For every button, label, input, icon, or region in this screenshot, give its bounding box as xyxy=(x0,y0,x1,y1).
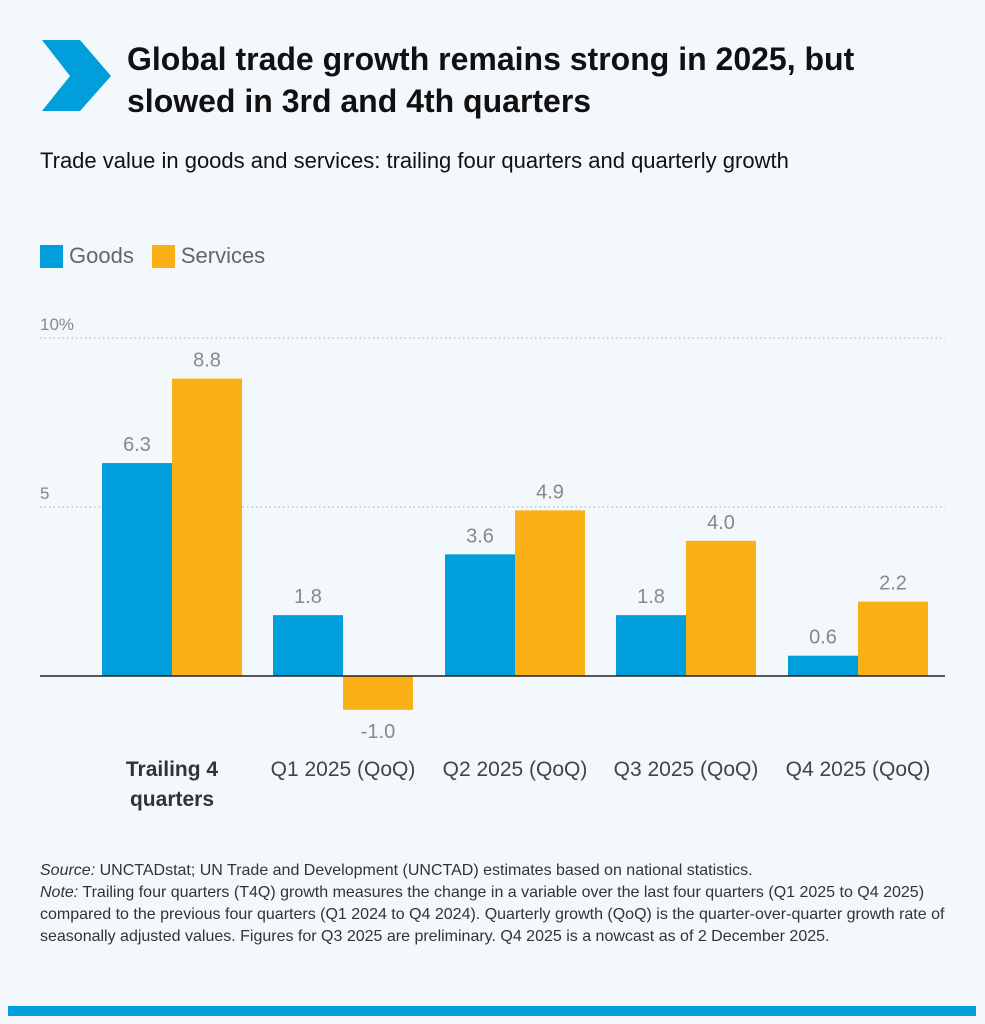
data-label: 1.8 xyxy=(637,586,665,608)
bar-goods xyxy=(788,655,858,676)
data-label: -1.0 xyxy=(361,721,395,743)
source-note: Source: UNCTADstat; UN Trade and Develop… xyxy=(40,860,950,882)
data-label: 0.6 xyxy=(809,627,837,649)
chevron-logo-icon xyxy=(42,40,111,111)
bar-chart: 5 10% 6.3 1.8 3.6 1.8 0.6 8.8 -1.0 4.9 4.0 2.2 Trail… xyxy=(40,315,945,811)
legend: Goods Services xyxy=(40,243,265,269)
note-text: Trailing four quarters (T4Q) growth meas… xyxy=(40,884,945,945)
x-tick-label: Q2 2025 (QoQ) xyxy=(443,758,588,781)
bar-goods xyxy=(273,615,343,676)
legend-swatch-goods xyxy=(40,244,63,268)
data-label: 4.0 xyxy=(707,512,735,534)
data-label: 4.9 xyxy=(536,481,564,503)
note: Note: Trailing four quarters (T4Q) growt… xyxy=(40,882,950,948)
note-label: Note: xyxy=(40,884,79,901)
source-text: UNCTADstat; UN Trade and Development (UN… xyxy=(95,862,753,879)
y-tick-label: 10% xyxy=(40,315,74,334)
x-tick-label: Q3 2025 (QoQ) xyxy=(614,758,759,781)
bar-services xyxy=(858,601,928,676)
bar-services xyxy=(172,378,242,676)
legend-item-goods: Goods xyxy=(40,243,134,269)
legend-swatch-services xyxy=(151,244,175,268)
data-label: 3.6 xyxy=(466,525,494,547)
data-label: 6.3 xyxy=(123,434,151,456)
data-label: 8.8 xyxy=(193,350,221,372)
chart-subtitle: Trade value in goods and services: trail… xyxy=(40,148,789,173)
data-label: 2.2 xyxy=(879,573,907,595)
x-tick-label: Q1 2025 (QoQ) xyxy=(271,758,416,781)
bottom-accent-bar xyxy=(8,1006,976,1016)
bar-services xyxy=(515,510,585,676)
chart-title: Global trade growth remains strong in 20… xyxy=(127,41,855,119)
legend-label: Goods xyxy=(69,243,134,268)
chart-notes: Source: UNCTADstat; UN Trade and Develop… xyxy=(40,860,950,948)
bar-goods xyxy=(445,554,515,676)
bar-services xyxy=(686,540,756,676)
bar-goods xyxy=(616,615,686,676)
legend-item-services: Services xyxy=(151,243,266,269)
bar-goods xyxy=(102,463,172,676)
x-tick-label: Trailing 4 quarters xyxy=(126,758,219,811)
source-label: Source: xyxy=(40,862,96,879)
bar-services xyxy=(343,676,413,710)
x-tick-label: Q4 2025 (QoQ) xyxy=(786,758,931,781)
legend-label: Services xyxy=(180,243,266,268)
data-label: 1.8 xyxy=(294,586,322,608)
y-tick-label: 5 xyxy=(40,484,49,503)
